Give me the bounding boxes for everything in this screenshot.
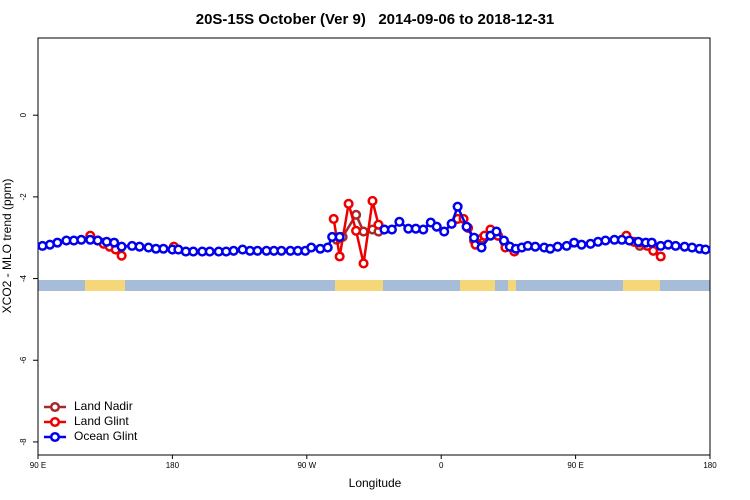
legend-label: Land Glint [74, 414, 129, 428]
data-point [109, 237, 120, 248]
x-tick-label: 0 [439, 461, 444, 470]
legend-label: Land Nadir [74, 399, 133, 413]
data-point [367, 195, 378, 207]
data-point [92, 235, 103, 246]
chart-title: 20S-15S October (Ver 9) 2014-09-06 to 20… [196, 11, 555, 28]
data-point [334, 231, 345, 242]
data-point [600, 235, 611, 246]
land-band [460, 280, 495, 291]
data-point [116, 241, 127, 252]
data-point [52, 237, 63, 248]
y-tick-label: -6 [19, 356, 28, 364]
land-band [85, 280, 125, 291]
data-point [306, 242, 317, 253]
y-tick-label: 0 [19, 112, 28, 117]
land-band [335, 280, 383, 291]
land-band [623, 280, 660, 291]
data-point [373, 219, 384, 230]
x-tick-label: 90 E [30, 461, 46, 470]
data-point [646, 237, 657, 248]
data-point [670, 240, 681, 251]
data-point [76, 234, 87, 245]
data-point [530, 241, 541, 252]
y-tick-label: -8 [19, 438, 28, 446]
x-tick-label: 180 [166, 461, 180, 470]
surface-band [38, 280, 710, 291]
data-point [469, 232, 480, 243]
data-point [328, 213, 339, 224]
y-axis-label: XCO2 - MLO trend (ppm) [0, 179, 14, 314]
data-point [252, 245, 263, 256]
legend-swatch [49, 416, 61, 428]
data-point [498, 235, 509, 246]
data-point [648, 245, 659, 256]
data-point [276, 245, 287, 256]
data-point [655, 251, 666, 262]
data-point [358, 258, 369, 269]
data-point [394, 216, 405, 227]
x-tick-label: 90 W [297, 461, 316, 470]
data-point [334, 251, 345, 262]
data-point [431, 221, 442, 232]
data-point [624, 235, 635, 246]
data-point [158, 243, 169, 254]
data-point [204, 246, 215, 257]
data-point [116, 250, 127, 261]
data-point [491, 226, 502, 237]
series [37, 201, 711, 257]
data-point [452, 201, 463, 212]
legend-label: Ocean Glint [74, 429, 138, 443]
data-point [446, 218, 457, 229]
land-band [508, 280, 516, 291]
data-point [461, 221, 472, 232]
data-point [418, 224, 429, 235]
data-point [188, 246, 199, 257]
data-point [476, 242, 487, 253]
x-tick-label: 180 [703, 461, 717, 470]
x-tick-label: 90 E [567, 461, 583, 470]
legend-swatch [49, 401, 61, 413]
data-point [351, 225, 362, 236]
data-point [552, 241, 563, 252]
y-tick-label: -4 [19, 274, 28, 282]
data-point [439, 226, 450, 237]
x-axis-label: Longitude [349, 476, 402, 490]
data-point [700, 244, 711, 255]
data-point [386, 224, 397, 235]
y-tick-label: -2 [19, 193, 28, 201]
data-point [134, 241, 145, 252]
data-point [228, 245, 239, 256]
data-point [576, 239, 587, 250]
data-point [322, 242, 333, 253]
data-point [343, 198, 354, 209]
legend-swatch [49, 431, 61, 443]
